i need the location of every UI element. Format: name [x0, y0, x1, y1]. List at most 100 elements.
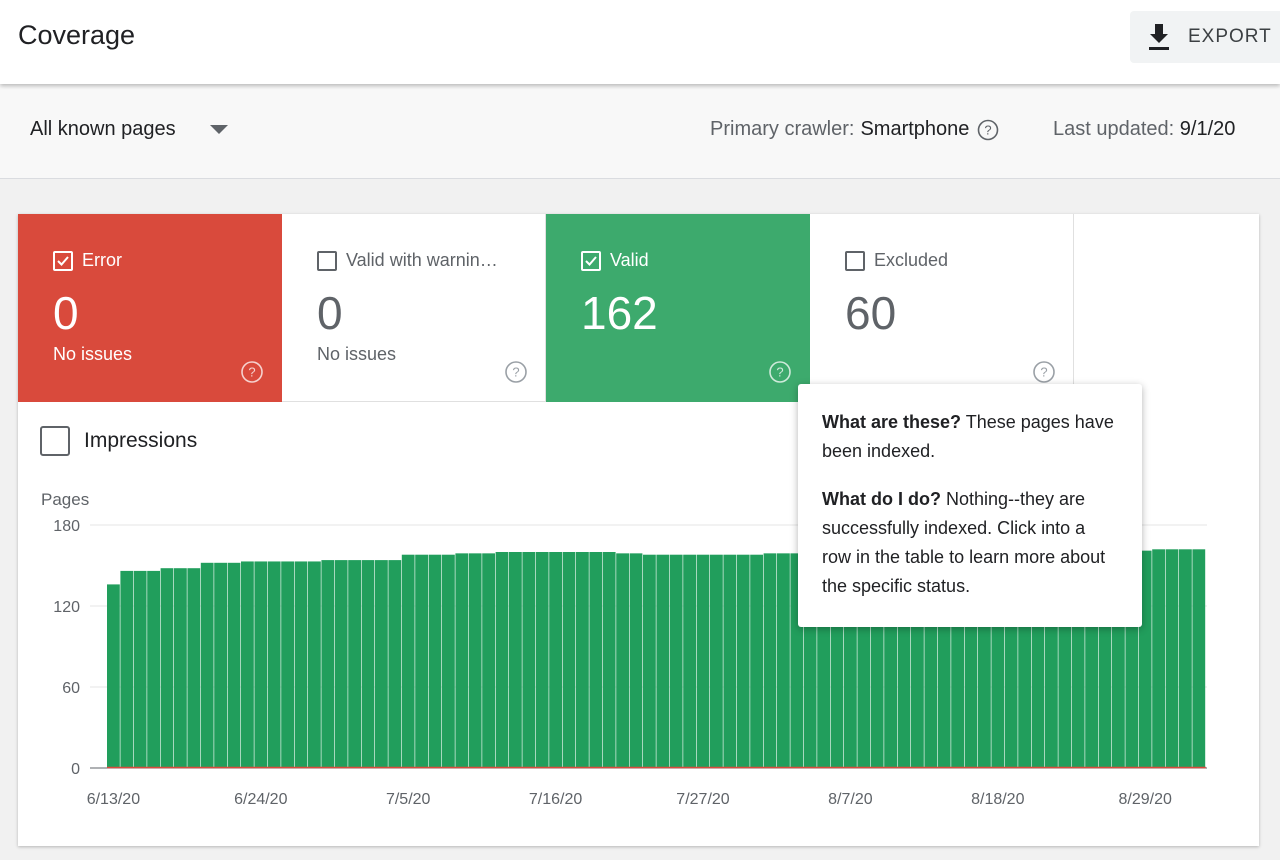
pages-filter-dropdown[interactable]: All known pages — [30, 118, 228, 141]
warnings-checkbox[interactable] — [317, 251, 337, 271]
bar — [133, 570, 147, 768]
tile-count: 60 — [845, 287, 897, 339]
x-tick-label: 8/7/20 — [828, 791, 873, 808]
bar — [522, 552, 536, 768]
help-icon[interactable]: ? — [768, 360, 792, 384]
tile-name: Error — [82, 250, 122, 270]
bar — [535, 552, 549, 768]
svg-text:?: ? — [985, 122, 992, 137]
chart-y-axis-label: Pages — [41, 490, 90, 509]
impressions-label: Impressions — [84, 429, 198, 452]
valid-checkbox[interactable] — [581, 251, 601, 271]
bar — [227, 562, 241, 768]
x-tick-label: 7/27/20 — [676, 791, 729, 808]
bar — [442, 554, 455, 768]
bar — [361, 560, 375, 768]
help-icon[interactable]: ? — [240, 360, 264, 384]
bar — [308, 561, 321, 768]
bar — [254, 561, 268, 768]
help-icon[interactable]: ? — [977, 119, 999, 141]
bar — [1138, 550, 1152, 768]
tile-subtext: No issues — [53, 344, 133, 364]
svg-text:?: ? — [776, 365, 783, 380]
tooltip-question-1: What are these? — [822, 412, 962, 432]
bar — [669, 554, 683, 768]
bar — [294, 561, 308, 768]
bar — [616, 553, 629, 768]
svg-text:?: ? — [1040, 365, 1047, 380]
bar — [736, 554, 750, 768]
tile-name: Excluded — [874, 250, 949, 270]
svg-text:?: ? — [512, 365, 519, 380]
tooltip-paragraph-1: What are these? These pages have been in… — [822, 408, 1118, 466]
y-tick-label: 180 — [53, 518, 80, 535]
bar — [348, 560, 361, 768]
bar — [576, 552, 589, 768]
bar — [750, 554, 763, 768]
bar — [321, 560, 335, 768]
bar — [710, 554, 723, 768]
pages-filter-value: All known pages — [30, 118, 176, 140]
excluded-checkbox[interactable] — [845, 251, 865, 271]
bar — [401, 554, 415, 768]
status-tiles: Error 0 No issues ? Valid with warnin… 0… — [18, 214, 1074, 402]
bar — [629, 553, 643, 768]
export-label: EXPORT — [1188, 26, 1272, 47]
y-tick-label: 60 — [62, 680, 80, 697]
chevron-down-icon — [209, 125, 228, 134]
export-button[interactable]: EXPORT — [1130, 11, 1280, 63]
bar — [120, 570, 134, 768]
impressions-toggle[interactable]: Impressions — [40, 426, 197, 456]
tile-excluded[interactable]: Excluded 60 ? — [810, 214, 1074, 402]
tile-count: 162 — [581, 287, 658, 339]
tooltip-answer-2: Nothing--they are successfully indexed. … — [822, 489, 1106, 596]
bar — [200, 562, 214, 768]
bar — [388, 560, 402, 768]
bar — [375, 560, 388, 768]
bar — [602, 552, 616, 768]
bar — [495, 552, 509, 768]
tile-name: Valid with warnin… — [346, 250, 498, 270]
bar — [147, 570, 160, 768]
bar — [468, 553, 482, 768]
bar — [241, 561, 254, 768]
y-tick-label: 0 — [71, 761, 80, 778]
impressions-checkbox[interactable] — [40, 426, 70, 456]
last-updated-info: Last updated: 9/1/20 — [1053, 118, 1235, 141]
x-tick-label: 6/24/20 — [234, 791, 287, 808]
check-icon — [585, 256, 597, 266]
bar — [1165, 549, 1179, 768]
coverage-card: Error 0 No issues ? Valid with warnin… 0… — [18, 214, 1259, 846]
bar — [334, 560, 348, 768]
bar — [562, 552, 576, 768]
bar — [160, 568, 174, 768]
tile-count: 0 — [317, 287, 343, 339]
bar — [1152, 549, 1165, 768]
svg-text:?: ? — [248, 365, 255, 380]
help-icon[interactable]: ? — [1032, 360, 1056, 384]
bar — [696, 554, 710, 768]
bar — [656, 554, 670, 768]
tile-name: Valid — [610, 250, 649, 270]
bar — [509, 552, 522, 768]
bar — [1192, 549, 1206, 768]
coverage-chart: 0 60 120 180 6/13/20 6/24/20 7/5/20 7/16/20 7/27… — [53, 518, 1207, 808]
bar — [589, 552, 603, 768]
bar — [1179, 549, 1192, 768]
tile-valid-with-warnings[interactable]: Valid with warnin… 0 No issues ? — [282, 214, 546, 402]
tile-valid[interactable]: Valid 162 ? — [546, 214, 810, 402]
y-tick-label: 120 — [53, 599, 80, 616]
bar — [763, 553, 777, 768]
tile-error[interactable]: Error 0 No issues ? — [18, 214, 282, 402]
help-icon[interactable]: ? — [504, 360, 528, 384]
crawler-label: Primary crawler: — [710, 118, 855, 140]
page-title: Coverage — [18, 20, 136, 50]
tooltip-answer-1: These pages have been indexed. — [822, 412, 1114, 461]
x-tick-label: 8/29/20 — [1119, 791, 1172, 808]
bar — [777, 553, 790, 768]
valid-tooltip: What are these? These pages have been in… — [798, 384, 1142, 627]
error-checkbox[interactable] — [53, 251, 73, 271]
bar — [683, 554, 696, 768]
check-icon — [57, 256, 69, 266]
bar — [482, 553, 495, 768]
